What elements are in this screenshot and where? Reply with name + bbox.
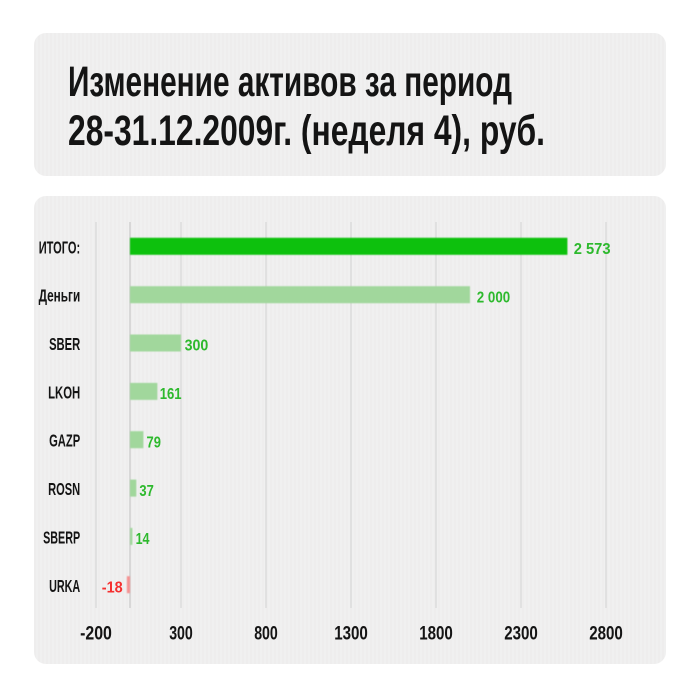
svg-text:SBERP: SBERP: [43, 527, 80, 547]
svg-text:SBER: SBER: [49, 334, 80, 354]
svg-text:GAZP: GAZP: [49, 431, 80, 451]
svg-text:2 573: 2 573: [574, 241, 611, 258]
svg-text:300: 300: [169, 624, 193, 645]
svg-text:1300: 1300: [334, 624, 368, 645]
svg-text:79: 79: [147, 434, 161, 451]
svg-text:28-31.12.2009г. (неделя 4), ру: 28-31.12.2009г. (неделя 4), руб.: [68, 107, 545, 155]
svg-text:161: 161: [160, 386, 182, 403]
svg-text:-18: -18: [102, 579, 123, 596]
svg-text:2 000: 2 000: [477, 289, 510, 306]
svg-text:2800: 2800: [589, 624, 623, 645]
svg-text:1800: 1800: [419, 624, 453, 645]
svg-text:URKA: URKA: [49, 576, 80, 596]
svg-text:2300: 2300: [504, 624, 538, 645]
svg-text:LKOH: LKOH: [48, 382, 80, 402]
svg-text:300: 300: [185, 338, 209, 355]
svg-text:-200: -200: [80, 624, 112, 645]
svg-text:800: 800: [254, 624, 278, 645]
svg-text:Деньги: Деньги: [39, 286, 81, 306]
svg-text:37: 37: [139, 483, 153, 500]
svg-text:ИТОГО:: ИТОГО:: [39, 237, 81, 257]
svg-text:Изменение активов за период: Изменение активов за период: [68, 58, 512, 106]
svg-text:14: 14: [136, 531, 150, 548]
svg-text:ROSN: ROSN: [48, 479, 80, 499]
